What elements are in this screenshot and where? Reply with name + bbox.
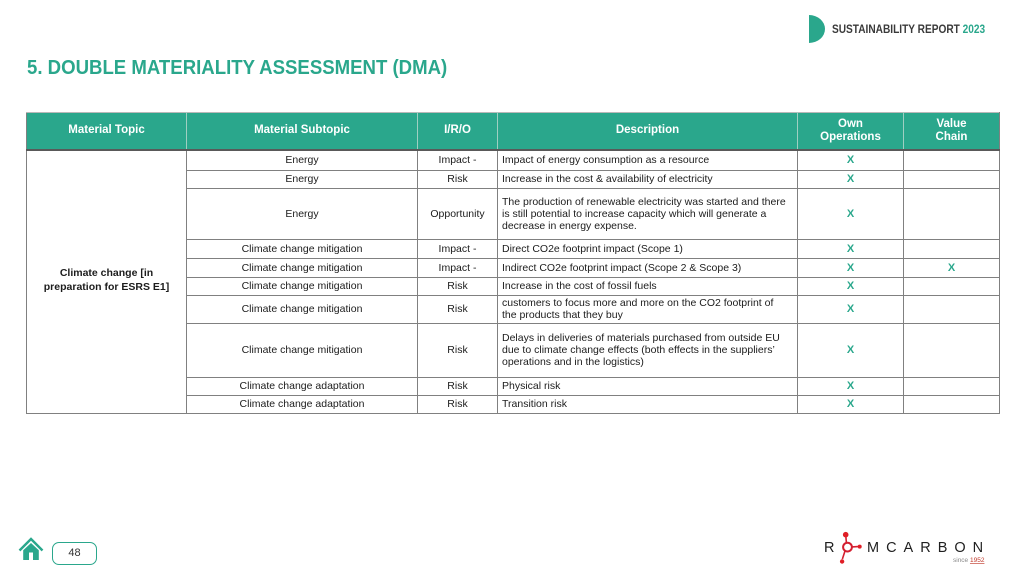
svg-text:R: R <box>824 540 840 556</box>
svg-text:since 1952: since 1952 <box>953 557 985 564</box>
svg-text:MCARBON: MCARBON <box>867 540 990 556</box>
